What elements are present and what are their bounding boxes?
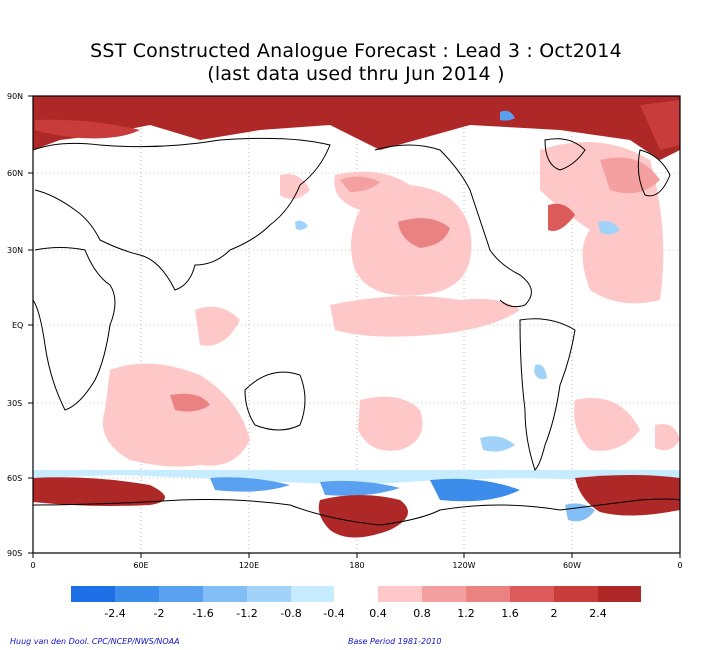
colorbar-label: -1.2	[236, 607, 257, 620]
lon-label-120e: 120E	[239, 561, 259, 570]
lat-label-90s: 90S	[7, 549, 22, 558]
colorbar-label: 2.4	[589, 607, 607, 620]
colorbar-label: -1.6	[192, 607, 213, 620]
colorbar-swatch	[554, 586, 598, 602]
author-credit: Huug van den Dool. CPC/NCEP/NWS/NOAA	[10, 637, 180, 646]
map-title: SST Constructed Analogue Forecast : Lead…	[90, 40, 622, 62]
map-subtitle: (last data used thru Jun 2014 )	[207, 63, 505, 85]
colorbar-swatch	[466, 586, 510, 602]
colorbar-negative	[71, 586, 334, 602]
colorbar-swatch	[159, 586, 203, 602]
lon-label-60w: 60W	[563, 561, 581, 570]
colorbar-swatch	[598, 586, 641, 602]
north-warm-anomaly	[195, 142, 664, 346]
colorbar-label: 0.4	[369, 607, 387, 620]
colorbar-swatch	[71, 586, 115, 602]
colorbar-swatch	[203, 586, 247, 602]
colorbar-swatch	[510, 586, 554, 602]
continent-outlines	[33, 137, 680, 526]
lat-label-30s: 30S	[7, 399, 22, 408]
lon-label-0: 0	[30, 561, 35, 570]
colorbar-label: -2	[154, 607, 165, 620]
lat-label-60s: 60S	[7, 474, 22, 483]
colorbar-swatch	[247, 586, 291, 602]
base-period-note: Base Period 1981-2010	[348, 637, 442, 646]
arctic-warm-anomaly	[33, 96, 680, 160]
colorbar-swatch	[378, 586, 422, 602]
lon-label-0-east: 0	[677, 561, 682, 570]
lat-label-30n: 30N	[7, 246, 23, 255]
lat-label-60n: 60N	[7, 169, 23, 178]
colorbar-label: -2.4	[104, 607, 125, 620]
southern-ocean-anomaly	[33, 470, 680, 538]
colorbar-swatch	[422, 586, 466, 602]
colorbar-label: 1.2	[457, 607, 475, 620]
lon-label-180: 180	[349, 561, 364, 570]
lat-label-90n: 90N	[7, 92, 23, 101]
south-warm-anomaly	[102, 363, 680, 467]
cold-anomaly-patches	[295, 110, 620, 452]
colorbar-label: -0.4	[323, 607, 344, 620]
colorbar-positive	[378, 586, 641, 602]
lon-label-120w: 120W	[452, 561, 475, 570]
colorbar-label: 0.8	[413, 607, 431, 620]
colorbar-label: -0.8	[280, 607, 301, 620]
colorbar-swatch	[115, 586, 159, 602]
lat-label-eq: EQ	[12, 321, 23, 330]
colorbar-label: 1.6	[501, 607, 519, 620]
colorbar-swatch	[291, 586, 334, 602]
colorbar-label: 2	[551, 607, 558, 620]
lon-label-60e: 60E	[133, 561, 148, 570]
